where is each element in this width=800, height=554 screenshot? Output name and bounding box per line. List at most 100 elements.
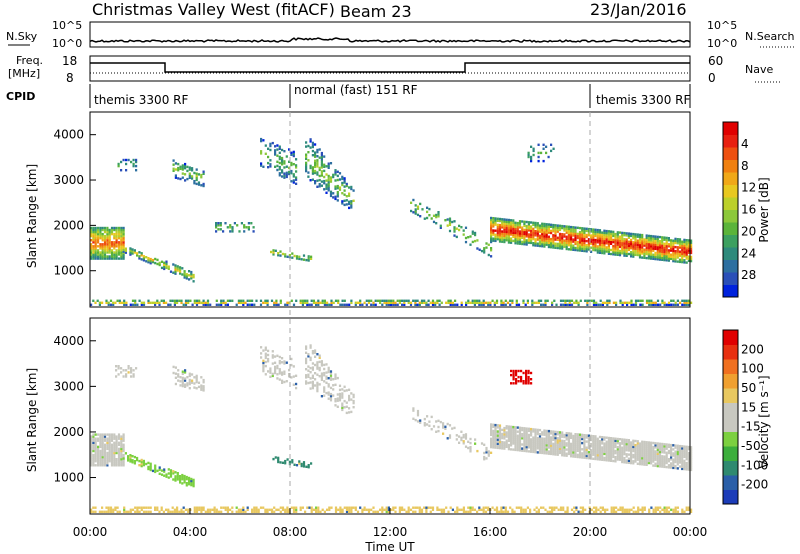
echo-cell: [308, 506, 311, 509]
echo-cell: [510, 231, 513, 234]
echo-cell: [496, 434, 499, 437]
echo-cell: [295, 166, 298, 169]
echo-cell: [334, 373, 337, 376]
echo-cell: [570, 244, 573, 247]
echo-cell: [522, 508, 525, 511]
echo-cell: [575, 301, 578, 304]
echo-cell: [683, 447, 686, 450]
echo-cell: [494, 440, 497, 443]
echo-cell: [521, 228, 524, 231]
echo-cell: [122, 253, 125, 256]
echo-cell: [350, 200, 353, 203]
echo-cell: [90, 460, 93, 463]
echo-cell: [290, 153, 293, 156]
echo-cell: [510, 382, 513, 385]
echo-cell: [341, 392, 344, 395]
echo-cell: [496, 225, 499, 229]
echo-cell: [525, 441, 528, 445]
echo-cell: [623, 252, 626, 255]
echo-cell: [507, 229, 510, 232]
echo-cell: [478, 301, 481, 304]
echo-cell: [561, 247, 564, 250]
echo-cell: [436, 301, 439, 304]
echo-cell: [690, 464, 693, 467]
echo-cell: [288, 148, 291, 151]
echo-cell: [656, 247, 659, 251]
echo-cell: [498, 228, 502, 231]
echo-cell: [634, 454, 637, 457]
echo-cell: [530, 233, 533, 236]
echo-cell: [656, 237, 659, 241]
echo-cell: [524, 508, 527, 511]
echo-cell: [532, 442, 535, 445]
echo-cell: [122, 158, 125, 162]
echo-cell: [610, 242, 613, 245]
echo-cell: [643, 453, 646, 456]
echo-cell: [498, 240, 502, 243]
echo-cell: [325, 173, 328, 176]
echo-cell: [583, 245, 586, 249]
echo-cell: [341, 396, 344, 399]
echo-cell: [576, 455, 579, 459]
echo-cell: [92, 251, 95, 254]
echo-cell: [325, 183, 328, 186]
echo-cell: [535, 510, 538, 513]
echo-cell: [558, 234, 562, 238]
echo-cell: [616, 439, 619, 443]
echo-cell: [151, 469, 155, 473]
echo-cell: [527, 433, 530, 437]
echo-cell: [561, 452, 564, 455]
echo-cell: [556, 230, 559, 233]
echo-cell: [131, 303, 135, 306]
echo-cell: [536, 438, 539, 442]
echo-cell: [348, 396, 351, 400]
echo-cell: [561, 226, 564, 230]
echo-cell: [561, 454, 564, 457]
echo-cell: [681, 455, 684, 458]
echo-cell: [316, 179, 319, 182]
echo-cell: [566, 508, 569, 511]
echo-cell: [598, 235, 602, 238]
echo-cell: [619, 299, 622, 302]
echo-cell: [527, 444, 530, 447]
echo-cell: [485, 246, 488, 249]
echo-cell: [536, 451, 539, 454]
echo-cell: [681, 453, 684, 456]
echo-cell: [674, 303, 677, 306]
echo-cell: [530, 427, 533, 431]
echo-cell: [547, 450, 550, 453]
echo-cell: [632, 506, 635, 509]
echo-cell: [492, 223, 495, 226]
echo-cell: [317, 299, 320, 302]
echo-cell: [596, 451, 599, 455]
range-tick-label: 3000: [53, 379, 84, 393]
echo-cell: [195, 174, 198, 177]
echo-cell: [174, 162, 177, 165]
velocity-cells: [90, 344, 693, 513]
echo-cell: [687, 508, 690, 511]
echo-cell: [656, 508, 660, 511]
echo-cell: [172, 371, 175, 375]
echo-cell: [607, 246, 610, 249]
echo-cell: [638, 256, 642, 259]
echo-cell: [490, 247, 493, 250]
echo-cell: [305, 157, 308, 160]
echo-cell: [309, 381, 312, 384]
echo-cell: [172, 365, 175, 369]
echo-cell: [638, 458, 642, 462]
echo-cell: [323, 303, 326, 306]
echo-cell: [558, 232, 562, 236]
echo-cell: [278, 151, 281, 154]
echo-cell: [690, 239, 693, 242]
echo-cell: [188, 374, 191, 378]
echo-cell: [658, 452, 662, 456]
echo-cell: [288, 254, 291, 257]
echo-cell: [278, 362, 281, 365]
echo-cell: [97, 453, 100, 457]
echo-cell: [501, 441, 504, 444]
echo-cell: [304, 301, 307, 304]
echo-cell: [532, 149, 535, 153]
echo-cell: [627, 445, 630, 448]
echo-cell: [101, 247, 104, 250]
echo-cell: [643, 244, 646, 247]
